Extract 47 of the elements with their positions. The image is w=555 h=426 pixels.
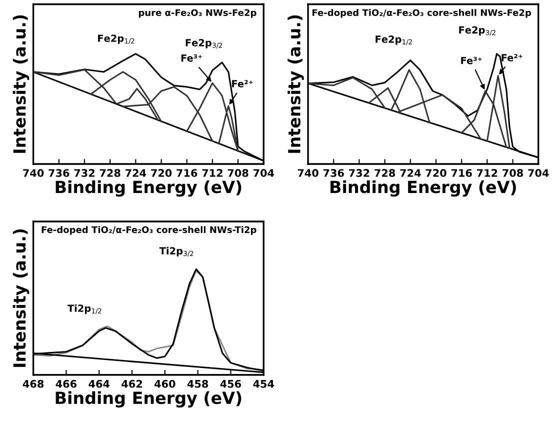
x-tick-label: 736: [323, 169, 344, 177]
y-axis-title: Intensity (a.u.): [12, 15, 30, 153]
x-tick-label: 724: [125, 169, 146, 177]
x-tick-label: 460: [154, 380, 176, 388]
x-axis-title: Binding Energy (eV): [56, 180, 242, 197]
y-axis-title: Intensity (a.u.): [12, 229, 30, 367]
x-tick-label: 456: [220, 380, 242, 388]
x-tick-label: 464: [88, 380, 110, 388]
x-tick-label: 462: [122, 380, 142, 388]
x-tick-label: 720: [151, 169, 172, 177]
x-tick-label: 712: [202, 169, 222, 177]
annotation: Fe³⁺: [461, 56, 482, 64]
annotation: Fe2p$_{1/2}$: [98, 34, 134, 44]
x-tick-label: 720: [426, 169, 446, 177]
annotation: Ti2p$_{3/2}$: [159, 246, 194, 257]
x-tick-label: 704: [528, 169, 549, 177]
x-tick-label: 740: [298, 169, 318, 177]
x-tick-label: 712: [476, 169, 498, 177]
annotation: Fe2p$_{3/2}$: [459, 26, 496, 36]
x-tick-label: 466: [56, 380, 77, 388]
x-tick-label: 732: [349, 169, 370, 177]
x-tick-label: 732: [74, 169, 94, 177]
x-tick-label: 728: [100, 169, 120, 177]
x-tick-label: 724: [400, 169, 421, 177]
annotation: Fe2p$_{3/2}$: [186, 39, 222, 48]
x-tick-label: 458: [187, 380, 208, 388]
x-tick-label: 736: [48, 169, 70, 177]
x-tick-label: 716: [451, 169, 472, 177]
chart-title: pure α-Fe₂O₃ NWs-Fe2p: [138, 9, 256, 18]
annotation: Fe2p$_{1/2}$: [376, 36, 412, 45]
annotation: Fe²⁺: [502, 54, 522, 62]
y-axis-title: Intensity (a.u.): [288, 15, 304, 153]
annotation: Fe³⁺: [181, 54, 202, 62]
x-tick-label: 468: [22, 380, 44, 388]
x-tick-label: 728: [374, 169, 396, 177]
x-tick-label: 454: [253, 380, 274, 388]
x-tick-label: 704: [253, 169, 274, 177]
x-axis-title: Binding Energy (eV): [330, 180, 516, 197]
x-tick-label: 708: [502, 169, 523, 177]
x-tick-label: 740: [23, 169, 44, 177]
chart-title: Fe-doped TiO₂/α-Fe₂O₃ core-shell NWs-Ti2p: [42, 226, 256, 235]
chart-title: Fe-doped TiO₂/α-Fe₂O₃ core-shell NWs-Fe2p: [312, 9, 532, 18]
annotation: Ti2p$_{1/2}$: [68, 304, 102, 314]
x-tick-label: 716: [176, 169, 198, 177]
x-axis-title: Binding Energy (eV): [56, 391, 242, 408]
x-tick-label: 708: [228, 169, 248, 177]
annotation: Fe²⁺: [232, 80, 253, 88]
